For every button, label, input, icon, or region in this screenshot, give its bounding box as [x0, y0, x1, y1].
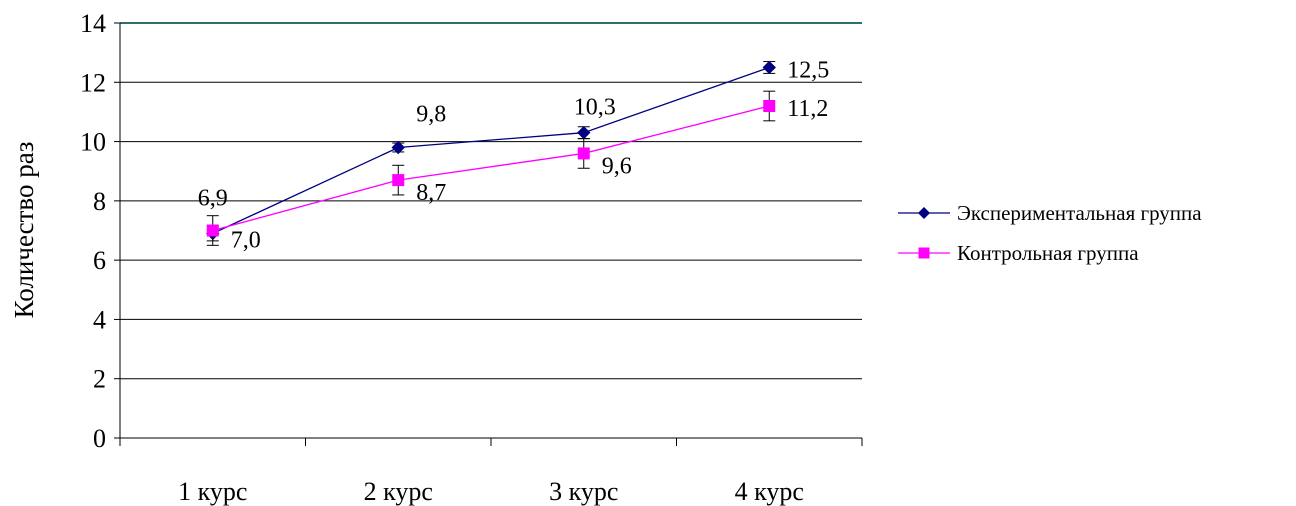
y-tick-label-6: 6 [93, 246, 106, 275]
series-0: 6,9 9,8 10,3 12,5 [198, 57, 829, 242]
data-point [762, 60, 776, 75]
x-category-label: 4 курс [735, 477, 804, 506]
data-label: 9,8 [416, 102, 446, 128]
data-label: 9,6 [602, 153, 632, 179]
legend-marker [918, 207, 930, 219]
legend-item-1: Контрольная группа [898, 241, 1139, 265]
series-1: 7,0 8,7 9,6 11,2 [206, 90, 828, 254]
legend-label: Экспериментальная группа [957, 201, 1202, 225]
y-tick-label-14: 14 [80, 9, 106, 38]
data-label: 11,2 [787, 96, 828, 122]
legend-marker [918, 247, 930, 259]
data-label: 12,5 [787, 57, 829, 83]
y-tick-label-2: 2 [93, 365, 106, 394]
y-tick-label-0: 0 [93, 424, 106, 453]
y-tick-label-12: 12 [80, 68, 106, 97]
x-category-label: 3 курс [549, 477, 618, 506]
data-label: 7,0 [231, 228, 261, 254]
x-category-label: 1 курс [178, 477, 247, 506]
data-point [577, 125, 591, 140]
y-tick-label-10: 10 [80, 128, 106, 157]
y-axis-label: Количество раз [9, 142, 39, 319]
legend-item-0: Экспериментальная группа [898, 201, 1202, 225]
series-line [212, 105, 770, 232]
data-point [577, 147, 590, 160]
data-point [206, 224, 219, 237]
x-category-label: 2 курс [364, 477, 433, 506]
axes-layer: 0 2 4 6 8 10 12 14 1 курс 2 курс 3 курс 4 курс [80, 9, 863, 506]
data-point [391, 140, 405, 155]
data-label: 6,9 [198, 185, 228, 211]
data-label: 10,3 [574, 95, 616, 121]
series-layer: 6,9 9,8 10,3 12,5 7,0 8,7 9,6 11,2 [198, 57, 830, 253]
data-point [392, 174, 405, 187]
y-tick-label-8: 8 [93, 187, 106, 216]
legend-label: Контрольная группа [957, 241, 1139, 265]
series-line [212, 66, 770, 235]
legend: Экспериментальная группа Контрольная груп… [898, 201, 1202, 265]
data-label: 8,7 [416, 180, 446, 206]
data-point [763, 100, 776, 112]
y-tick-label-4: 4 [93, 305, 106, 334]
grid-layer [120, 22, 862, 380]
